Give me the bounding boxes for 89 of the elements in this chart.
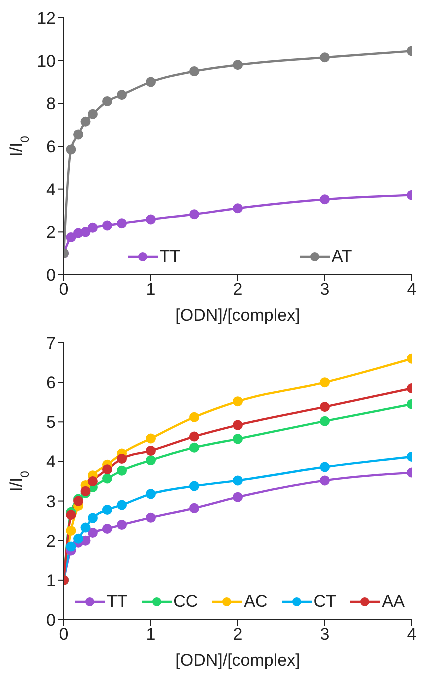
point: [88, 222, 98, 233]
legend-label: TT: [106, 592, 128, 612]
x-tick-label: 3: [320, 625, 330, 644]
point: [88, 513, 98, 524]
point: [190, 210, 200, 220]
point: [80, 522, 91, 533]
point: [88, 528, 98, 538]
point: [320, 378, 330, 388]
y-tick-label: 12: [37, 9, 56, 28]
y-tick-label: 3: [46, 492, 56, 512]
point: [233, 396, 243, 407]
y-tick-label: 4: [46, 180, 56, 200]
y-tick-label: 8: [46, 94, 56, 114]
y-tick-label: 2: [46, 223, 56, 242]
y-tick-label: 0: [46, 266, 56, 286]
point: [146, 489, 156, 500]
point: [146, 446, 156, 456]
point: [102, 464, 112, 475]
point: [88, 476, 98, 486]
y-tick-label: 5: [46, 413, 56, 432]
point: [74, 130, 84, 140]
y-tick-label: 2: [46, 532, 56, 551]
point: [102, 96, 112, 107]
y-tick-label: 0: [46, 611, 56, 630]
point: [117, 520, 128, 530]
y-tick-label: 4: [46, 452, 56, 472]
point: [102, 524, 112, 534]
point: [117, 454, 128, 464]
x-tick-label: 3: [320, 280, 330, 300]
x-tick-label: 2: [233, 625, 243, 644]
x-tick-label: 0: [59, 280, 69, 300]
x-axis-title: [ODN]/[complex]: [176, 651, 300, 670]
point: [190, 66, 200, 77]
point: [102, 474, 112, 484]
point: [233, 476, 243, 486]
point: [117, 500, 128, 510]
legend-label: AC: [243, 592, 268, 612]
point: [66, 542, 76, 552]
point: [320, 416, 330, 426]
point: [117, 90, 128, 100]
point: [190, 442, 200, 453]
point: [66, 526, 76, 536]
x-tick-label: 1: [146, 625, 156, 644]
point: [190, 412, 200, 422]
point: [80, 116, 91, 127]
point: [190, 503, 200, 514]
legend-label: TT: [158, 247, 180, 267]
point: [233, 420, 243, 430]
point: [233, 434, 243, 444]
point: [190, 432, 200, 442]
point: [66, 510, 76, 520]
point: [66, 232, 76, 243]
x-tick-label: 4: [407, 280, 417, 300]
point: [320, 52, 330, 63]
y-tick-label: 7: [46, 334, 56, 354]
point: [117, 466, 128, 476]
point: [146, 77, 156, 88]
point: [74, 534, 84, 544]
point: [233, 60, 243, 70]
x-tick-label: 2: [233, 280, 243, 300]
point: [320, 462, 330, 472]
point: [117, 218, 128, 229]
point: [146, 456, 156, 466]
point: [320, 194, 330, 205]
y-tick-label: 10: [37, 52, 56, 71]
point: [190, 481, 200, 492]
point: [102, 504, 112, 515]
point: [88, 109, 98, 120]
point: [146, 512, 156, 523]
legend-label: AA: [381, 592, 405, 612]
y-tick-label: 1: [46, 571, 56, 590]
point: [80, 227, 91, 238]
x-tick-label: 1: [146, 280, 156, 300]
x-tick-label: 0: [59, 625, 69, 644]
y-tick-label: 6: [46, 374, 56, 393]
point: [233, 492, 243, 502]
y-tick-label: 6: [46, 138, 56, 157]
x-axis-title: [ODN]/[complex]: [176, 306, 300, 325]
point: [233, 204, 243, 214]
point: [66, 144, 76, 155]
point: [320, 476, 330, 486]
legend-label: CC: [172, 592, 198, 612]
x-tick-label: 4: [407, 625, 417, 644]
point: [146, 434, 156, 444]
legend-label: CT: [312, 592, 336, 612]
point: [146, 214, 156, 225]
legend-label: AT: [330, 247, 352, 267]
point: [102, 220, 112, 231]
point: [320, 402, 330, 412]
